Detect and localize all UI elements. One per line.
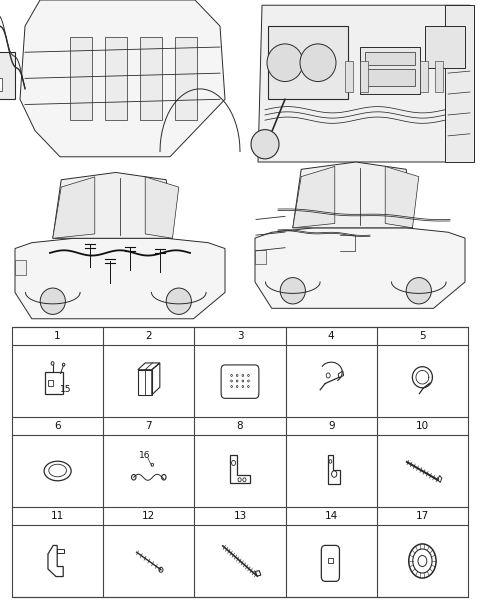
Text: 5: 5 (419, 331, 426, 341)
Circle shape (40, 288, 65, 314)
Polygon shape (20, 0, 225, 157)
Bar (57, 550, 64, 553)
Bar (365, 52, 415, 65)
Bar (105, 37, 127, 120)
Polygon shape (145, 177, 179, 238)
Text: 6: 6 (54, 421, 61, 431)
Text: 14: 14 (324, 511, 338, 521)
Text: 16: 16 (139, 451, 151, 460)
Bar (48, 380, 53, 386)
Text: 1: 1 (54, 331, 61, 341)
Bar (0, 79, 2, 91)
Bar (328, 559, 333, 563)
Bar (15, 260, 25, 275)
Bar (12, 327, 468, 597)
Text: 9: 9 (328, 421, 335, 431)
Text: 11: 11 (51, 511, 64, 521)
Circle shape (251, 130, 279, 159)
Text: 12: 12 (142, 511, 156, 521)
Bar (255, 250, 265, 265)
Text: 8: 8 (237, 421, 243, 431)
Bar (0, 52, 15, 99)
Bar (365, 69, 415, 86)
Polygon shape (258, 5, 474, 162)
Bar (360, 61, 368, 92)
Polygon shape (293, 162, 412, 228)
Circle shape (267, 44, 303, 82)
Bar (140, 37, 162, 120)
Bar (268, 26, 348, 99)
Polygon shape (385, 166, 419, 228)
Bar (175, 37, 197, 120)
Text: 2: 2 (145, 331, 152, 341)
Bar (425, 26, 465, 68)
Text: 15: 15 (60, 385, 72, 394)
Text: 4: 4 (328, 331, 335, 341)
Circle shape (280, 278, 305, 304)
Bar (360, 47, 420, 94)
Bar (420, 61, 428, 92)
Polygon shape (293, 166, 335, 228)
Text: 10: 10 (416, 421, 429, 431)
Polygon shape (445, 5, 474, 162)
Text: 3: 3 (237, 331, 243, 341)
Circle shape (166, 288, 192, 314)
Polygon shape (255, 228, 465, 308)
Polygon shape (53, 172, 172, 238)
Bar (345, 61, 353, 92)
Circle shape (406, 278, 432, 304)
Bar (45, 372, 62, 394)
Circle shape (300, 44, 336, 82)
Bar (70, 37, 92, 120)
Text: 7: 7 (145, 421, 152, 431)
Bar (435, 61, 443, 92)
Polygon shape (15, 238, 225, 319)
Text: 17: 17 (416, 511, 429, 521)
Text: 13: 13 (233, 511, 247, 521)
Polygon shape (53, 177, 95, 238)
